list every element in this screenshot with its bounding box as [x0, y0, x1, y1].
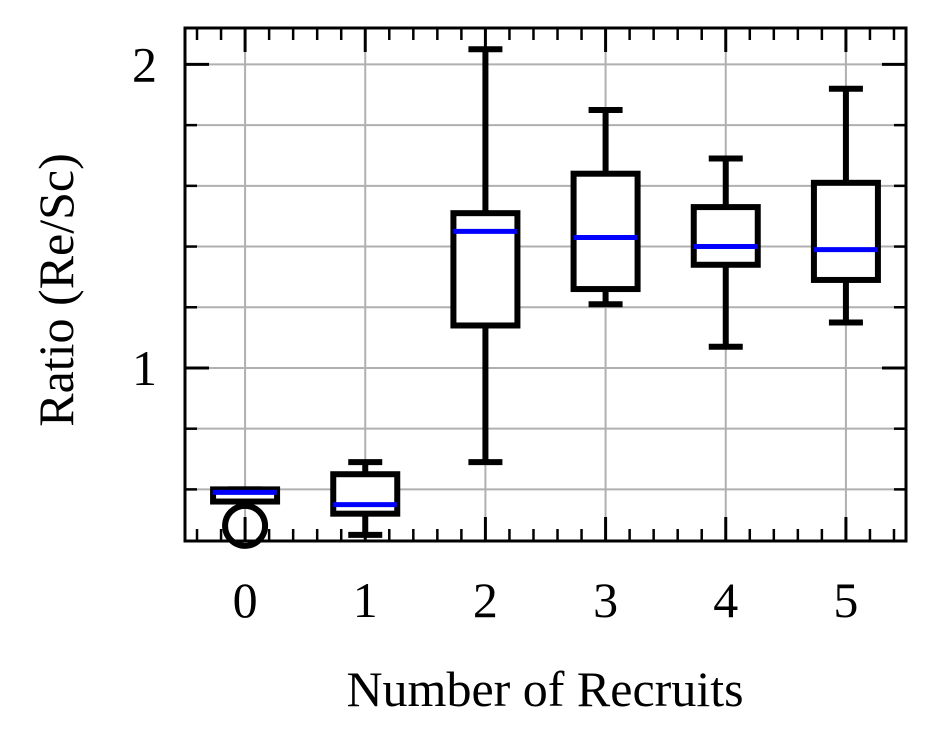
outlier-point [222, 502, 269, 549]
y-axis-title: Ratio (Re/Sc) [28, 153, 84, 427]
box-group [210, 486, 281, 549]
x-tick-label: 0 [233, 572, 258, 628]
box-iqr [570, 170, 641, 293]
y-tick-label: 2 [132, 36, 157, 92]
box-group [690, 155, 761, 350]
box-iqr [690, 204, 761, 268]
y-tick-label: 1 [132, 340, 157, 396]
x-axis-title: Number of Recruits [346, 661, 743, 717]
box-iqr [330, 471, 401, 517]
axis-ticks [185, 28, 906, 541]
box-plots [210, 46, 881, 549]
x-tick-label: 5 [833, 572, 858, 628]
x-tick-label: 3 [593, 572, 618, 628]
grid [185, 28, 906, 541]
x-tick-label: 1 [353, 572, 378, 628]
y-tick-labels: 12 [132, 36, 157, 396]
box-iqr [810, 179, 881, 283]
x-tick-label: 2 [473, 572, 498, 628]
plot-frame [183, 26, 908, 543]
x-tick-labels: 0 1 2 3 4 5 [233, 572, 859, 628]
box-group [570, 106, 641, 308]
box-group [810, 85, 881, 326]
box-group [450, 46, 521, 466]
x-tick-label: 4 [713, 572, 738, 628]
